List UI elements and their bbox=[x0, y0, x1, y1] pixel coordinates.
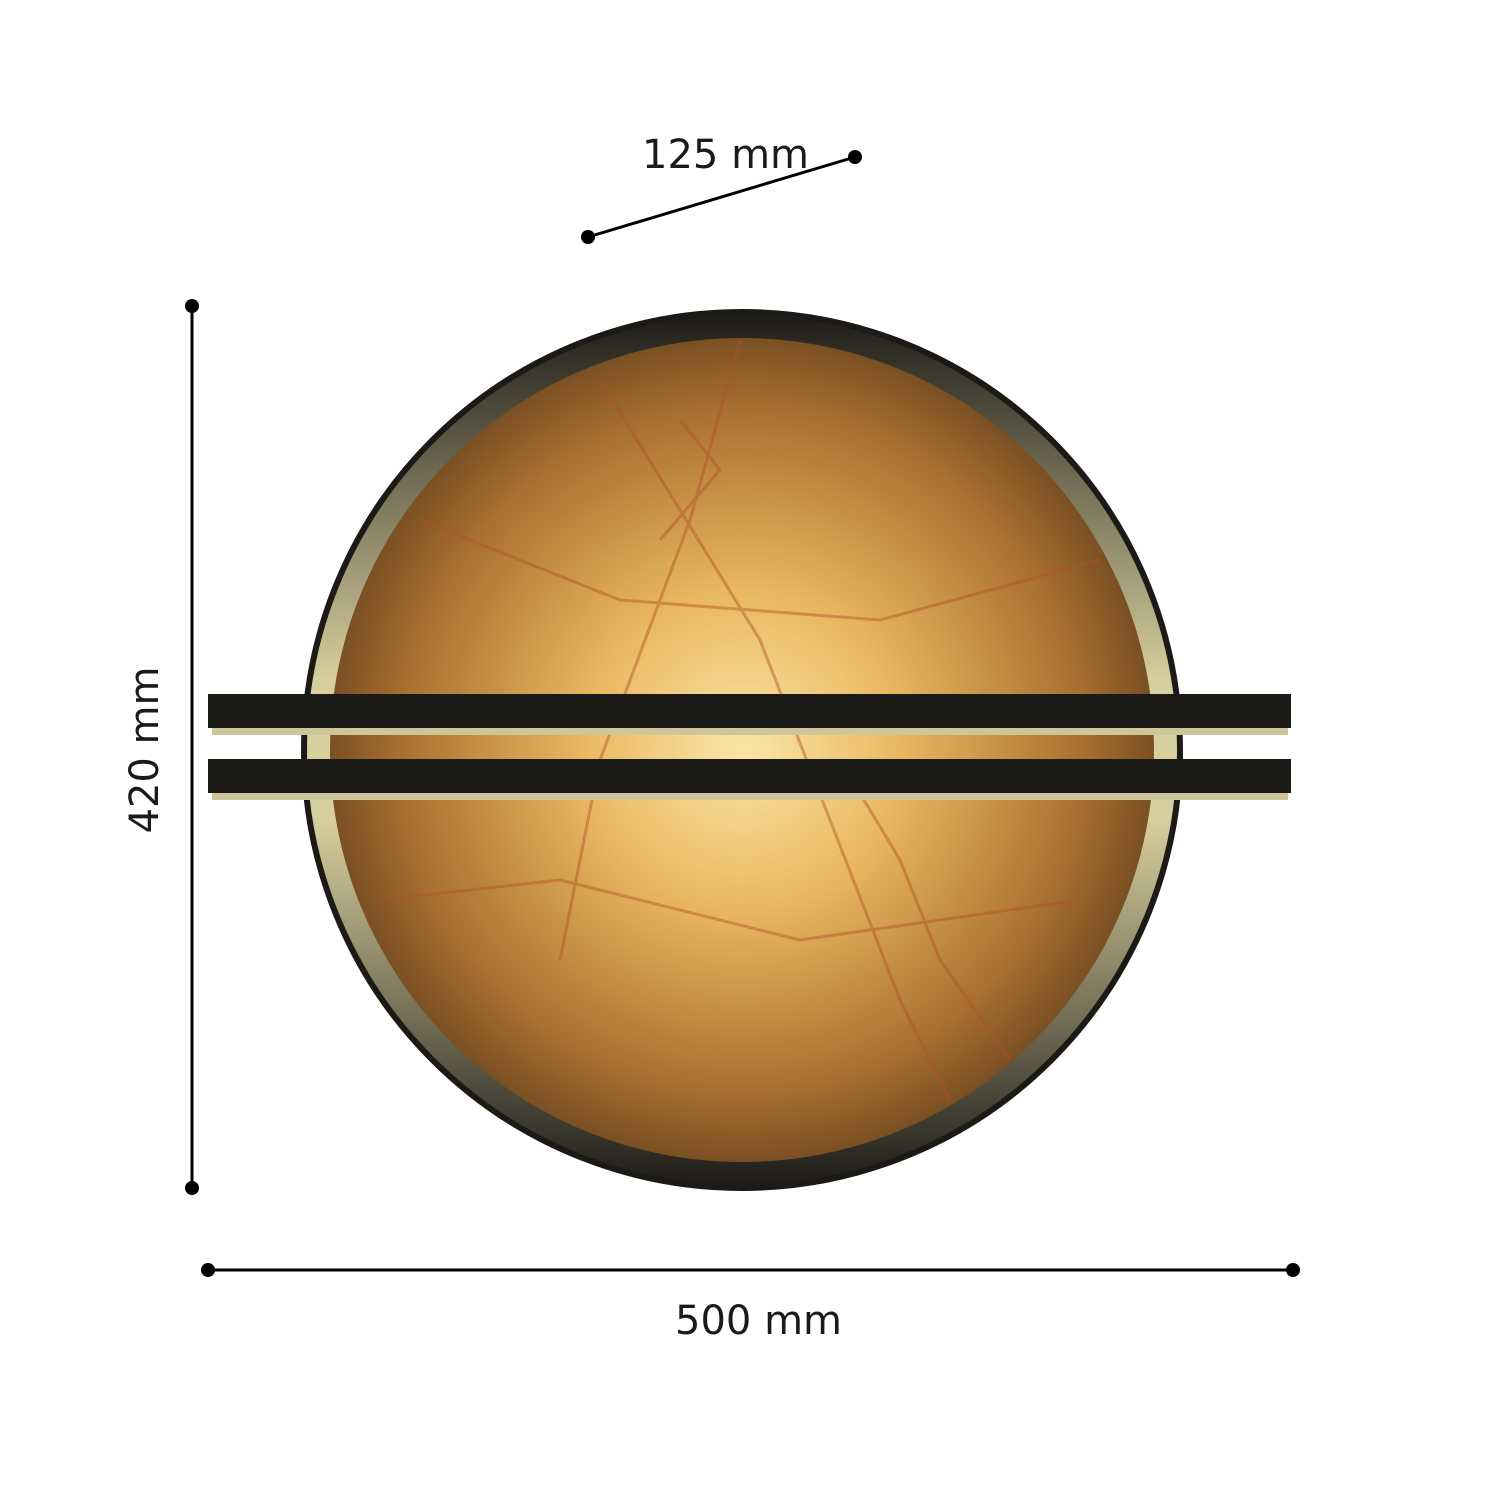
horizontal-bar-bottom bbox=[208, 759, 1291, 800]
width-dimension-line bbox=[201, 1263, 1300, 1277]
depth-label: 125 mm bbox=[642, 132, 809, 178]
lamp-shade bbox=[330, 338, 1154, 1162]
height-label: 420 mm bbox=[122, 666, 168, 834]
wall-lamp bbox=[208, 309, 1291, 1191]
width-label: 500 mm bbox=[675, 1298, 842, 1344]
height-dimension-line bbox=[185, 299, 199, 1195]
shade-texture-veins bbox=[379, 339, 1101, 1101]
horizontal-bar-top bbox=[208, 694, 1291, 735]
depth-dimension-line bbox=[581, 150, 862, 244]
